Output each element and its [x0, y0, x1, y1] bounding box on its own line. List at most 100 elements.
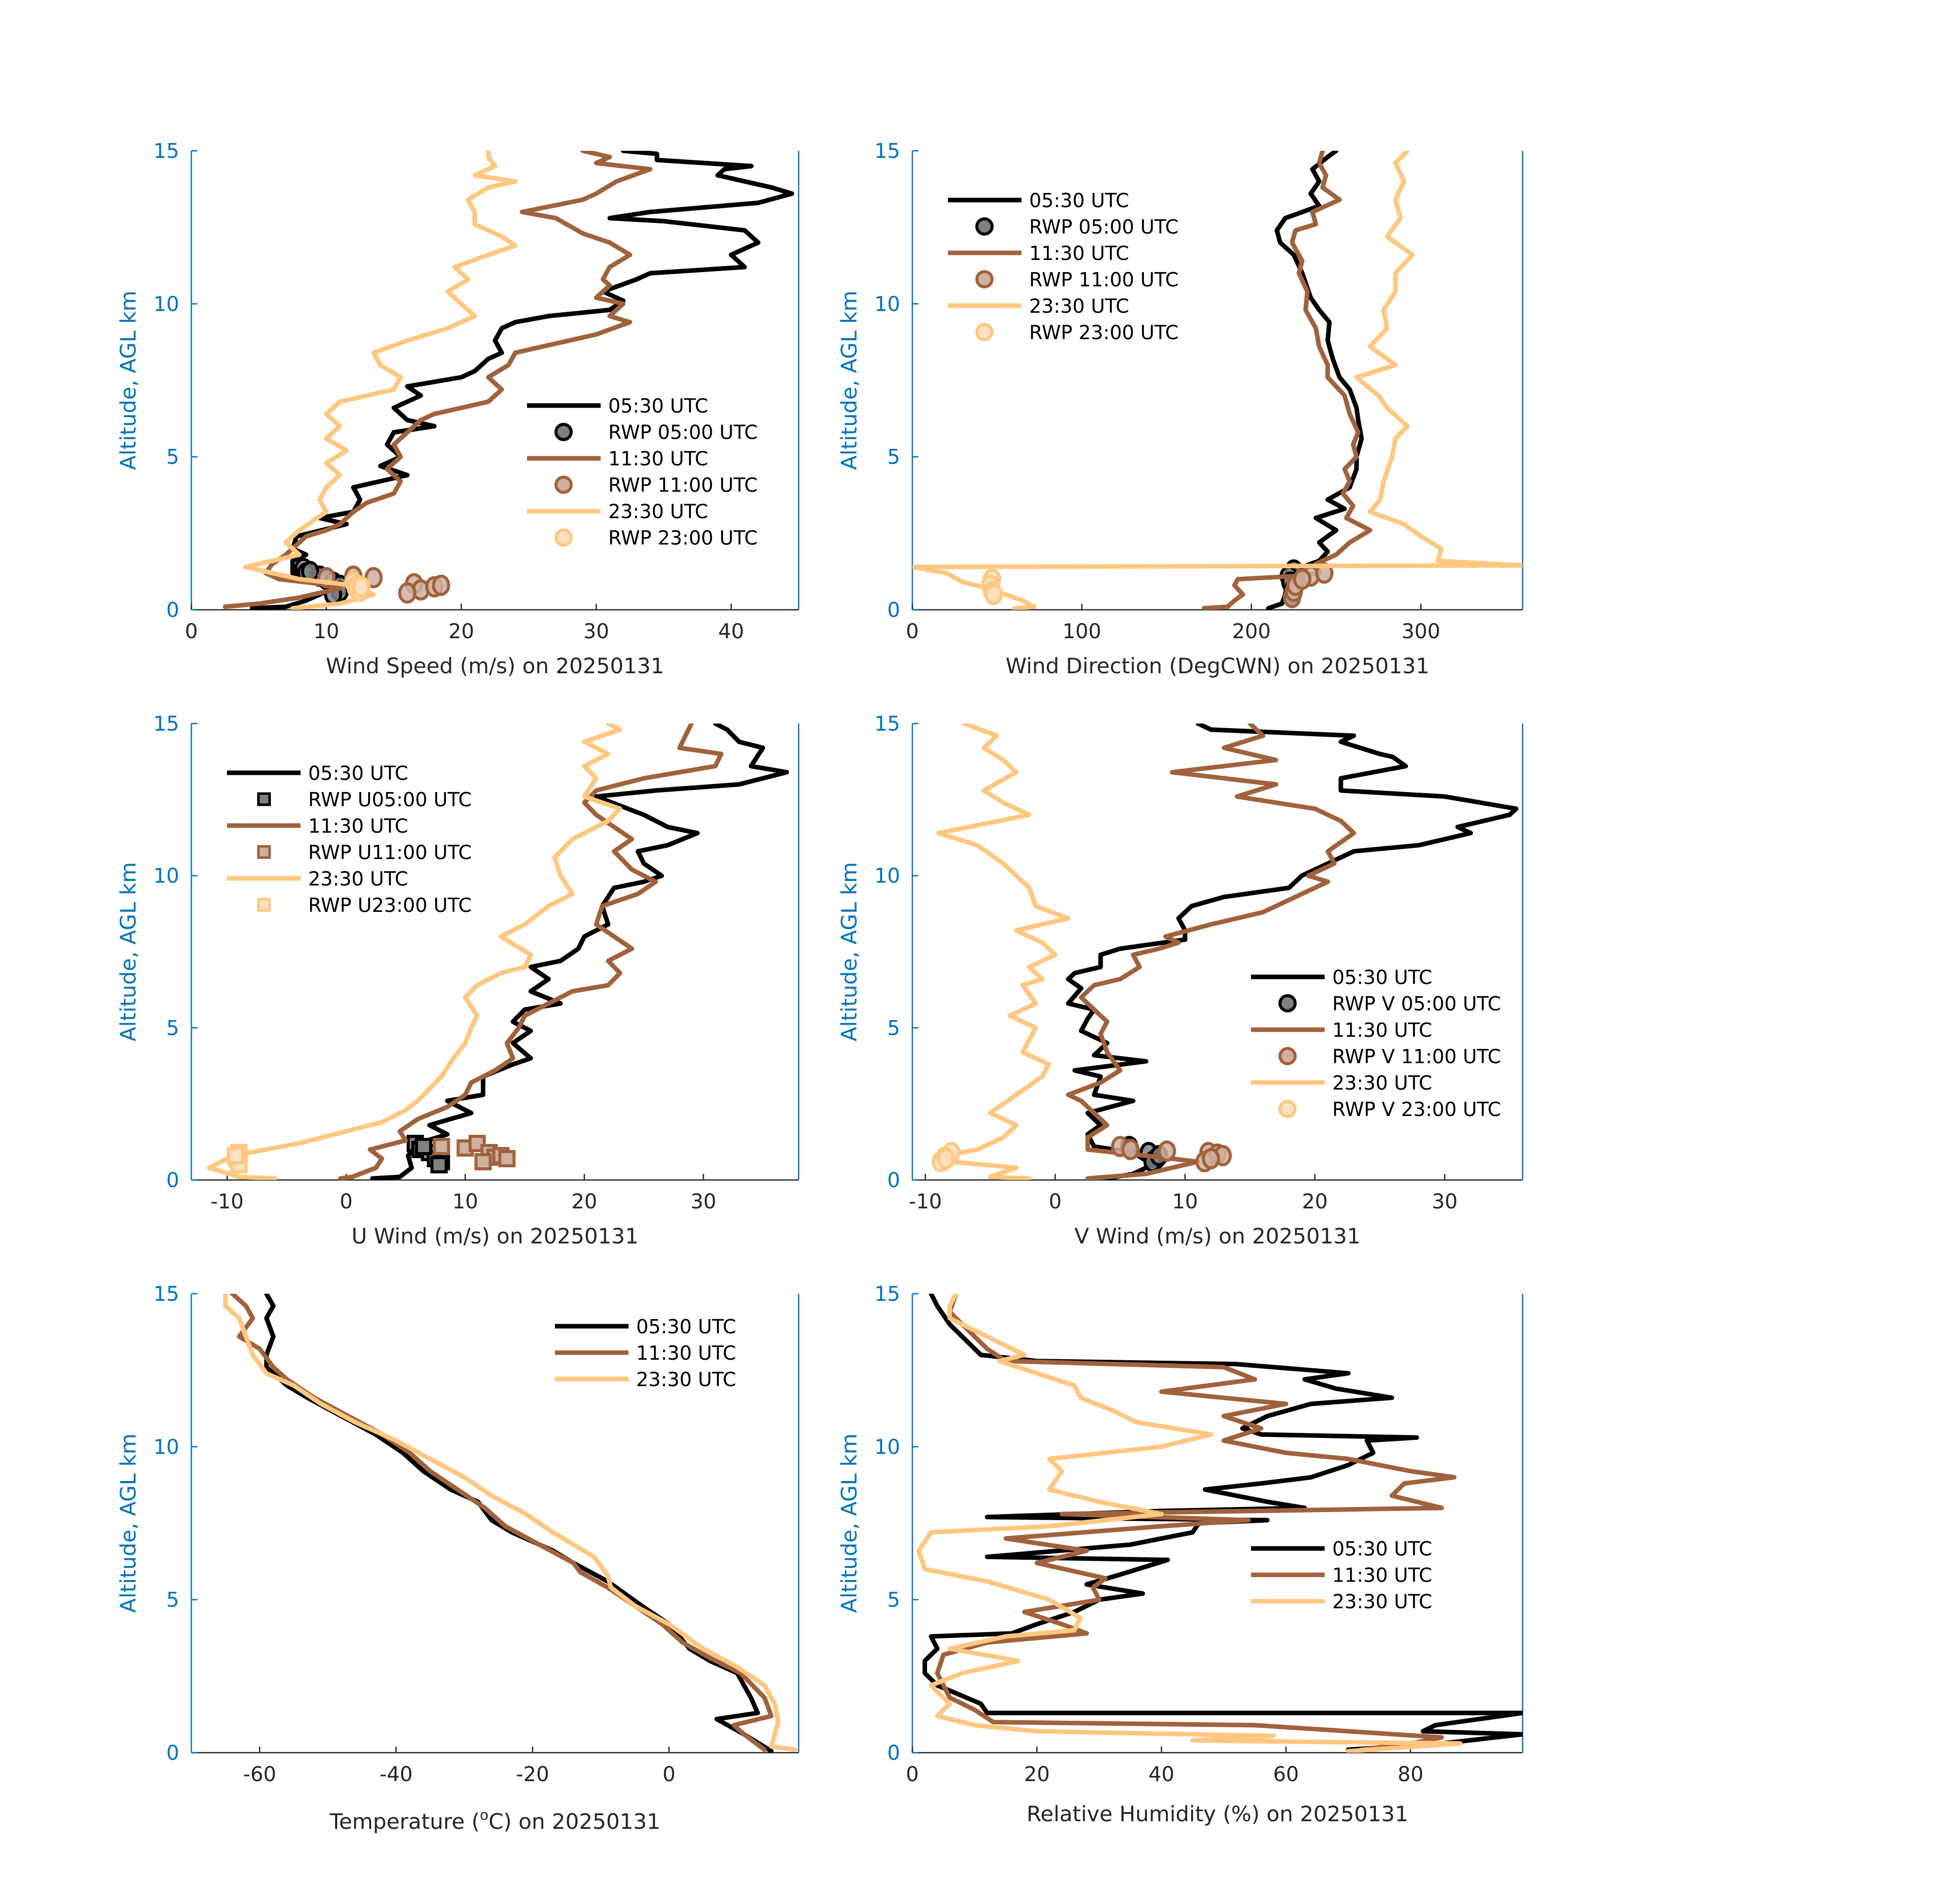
x-axis-label-sup: o — [480, 1807, 488, 1823]
panel-wind-speed: 0 10 20 30 40 0 5 10 15 Altitude, AGL km Wind Spee… — [116, 140, 800, 678]
x-tick-label: 40 — [1148, 1763, 1174, 1786]
legend-label: RWP U05:00 UTC — [308, 789, 472, 811]
x-tick-label: 40 — [718, 620, 744, 643]
profile-line-23-30-utc — [912, 151, 1523, 610]
y-tick-label: 5 — [887, 446, 900, 469]
x-tick-label: 30 — [690, 1190, 716, 1213]
x-tick-label: 20 — [571, 1190, 597, 1213]
legend-label: RWP 23:00 UTC — [1029, 321, 1178, 344]
y-tick-label: 15 — [153, 1283, 179, 1306]
x-tick-label: -10 — [909, 1190, 942, 1213]
rwp-marker — [1202, 1148, 1221, 1170]
x-axis-label: Relative Humidity (%) on 20250131 — [1027, 1801, 1408, 1826]
y-tick-label: 10 — [874, 1435, 900, 1459]
legend-label: 05:30 UTC — [308, 762, 408, 784]
legend-label: RWP 05:00 UTC — [608, 421, 758, 444]
legend-marker-swatch — [554, 422, 573, 441]
y-tick-label: 0 — [887, 1169, 900, 1192]
y-tick-label: 0 — [887, 599, 900, 622]
profile-line-23-30-utc — [936, 724, 1071, 1180]
legend-label: RWP V 05:00 UTC — [1332, 993, 1501, 1015]
legend-marker-swatch — [554, 528, 573, 547]
y-tick-label: 15 — [153, 712, 179, 736]
x-tick-label: 0 — [340, 1190, 352, 1213]
legend-label: RWP U11:00 UTC — [308, 841, 472, 864]
profile-line-11-30-utc — [222, 151, 653, 609]
y-axis-label: Altitude, AGL km — [116, 862, 141, 1041]
rwp-marker — [1293, 568, 1311, 590]
legend-label: 11:30 UTC — [1029, 242, 1129, 265]
profile-line-05-30-utc — [264, 1294, 774, 1753]
y-tick-label: 5 — [167, 1589, 179, 1612]
profile-line-11-30-utc — [935, 1294, 1457, 1752]
x-tick-label: 20 — [448, 620, 474, 643]
legend-label: RWP 11:00 UTC — [608, 474, 758, 497]
x-tick-label: 0 — [906, 1763, 918, 1786]
rwp-marker — [474, 1153, 492, 1171]
y-tick-label: 0 — [887, 1742, 900, 1765]
panel-v-wind: -10 0 10 20 30 0 5 10 15 Altitude, AGL km V Wind (… — [837, 712, 1524, 1249]
panel-temperature: -60 -40 -20 0 0 5 10 15 Altitude, AGL km Temperat… — [116, 1283, 800, 1834]
legend-label: 05:30 UTC — [1332, 1538, 1432, 1560]
profile-line-23-30-utc — [243, 151, 518, 610]
profile-line-11-30-utc — [1066, 724, 1356, 1180]
x-tick-label: 20 — [1302, 1190, 1328, 1213]
x-tick-label: 0 — [185, 620, 198, 643]
legend-label: 23:30 UTC — [1332, 1072, 1432, 1094]
rwp-marker — [398, 582, 417, 604]
legend-label: 11:30 UTC — [308, 815, 408, 837]
y-tick-label: 10 — [153, 865, 179, 888]
y-tick-label: 15 — [153, 140, 179, 163]
legend: 05:30 UTC RWP U05:00 UTC 11:30 UTC RWP U11:… — [227, 762, 472, 916]
panel-u-wind: -10 0 10 20 30 0 5 10 15 Altitude, AGL km U Wind (… — [116, 712, 800, 1249]
y-tick-label: 5 — [887, 1589, 900, 1612]
profile-line-23-30-utc — [207, 724, 622, 1180]
legend-label: 23:30 UTC — [308, 868, 408, 890]
legend-marker-swatch — [975, 217, 994, 236]
profile-line-11-30-utc — [230, 1294, 774, 1752]
legend-marker-swatch — [257, 792, 271, 806]
rwp-marker — [937, 1148, 956, 1170]
x-tick-label: -20 — [516, 1763, 549, 1786]
rwp-marker — [352, 576, 371, 598]
legend-marker-swatch — [975, 270, 994, 288]
rwp-marker — [430, 1156, 448, 1174]
x-tick-label: -40 — [379, 1763, 412, 1786]
rwp-marker — [1121, 1139, 1140, 1161]
rwp-marker — [432, 574, 450, 596]
plot-area — [222, 151, 795, 610]
x-tick-label: 100 — [1063, 620, 1101, 643]
x-tick-label: 0 — [906, 620, 918, 643]
y-tick-label: 0 — [167, 599, 179, 622]
legend-label: 11:30 UTC — [1332, 1564, 1432, 1587]
legend-marker-swatch — [1278, 994, 1297, 1012]
profile-line-05-30-utc — [1266, 151, 1364, 610]
x-axis-label: Wind Speed (m/s) on 20250131 — [326, 653, 664, 678]
x-tick-label: 60 — [1273, 1763, 1299, 1786]
x-tick-label: 10 — [313, 620, 339, 643]
legend: 05:30 UTC RWP 05:00 UTC 11:30 UTC RWP 11:00… — [948, 189, 1178, 344]
x-tick-label: 200 — [1232, 620, 1271, 643]
rwp-marker — [1158, 1140, 1176, 1162]
y-tick-label: 5 — [887, 1016, 900, 1040]
x-tick-label: -60 — [243, 1763, 276, 1786]
plot-area — [223, 1294, 798, 1753]
x-tick-label: 0 — [663, 1763, 675, 1786]
y-axis-label: Altitude, AGL km — [837, 1433, 862, 1613]
y-axis-label: Altitude, AGL km — [837, 862, 862, 1041]
x-axis-label: V Wind (m/s) on 20250131 — [1074, 1224, 1361, 1249]
legend-marker-swatch — [1278, 1099, 1297, 1118]
legend-label: 23:30 UTC — [1332, 1591, 1432, 1613]
x-axis-label: Temperature (oC) on 20250131 — [329, 1807, 660, 1834]
legend-marker-swatch — [554, 475, 573, 494]
x-tick-label: 300 — [1401, 620, 1440, 643]
legend: 05:30 UTC 11:30 UTC 23:30 UTC — [555, 1316, 736, 1391]
legend-label: RWP 11:00 UTC — [1029, 269, 1178, 291]
y-axis-label: Altitude, AGL km — [116, 290, 141, 470]
legend-label: RWP V 11:00 UTC — [1332, 1045, 1501, 1068]
y-axis-label: Altitude, AGL km — [116, 1433, 141, 1613]
profile-line-05-30-utc — [370, 724, 789, 1180]
panel-wind-direction: 0 100 200 300 0 5 10 15 Altitude, AGL km Wind Dir… — [837, 140, 1524, 678]
legend-label: 23:30 UTC — [608, 501, 708, 523]
